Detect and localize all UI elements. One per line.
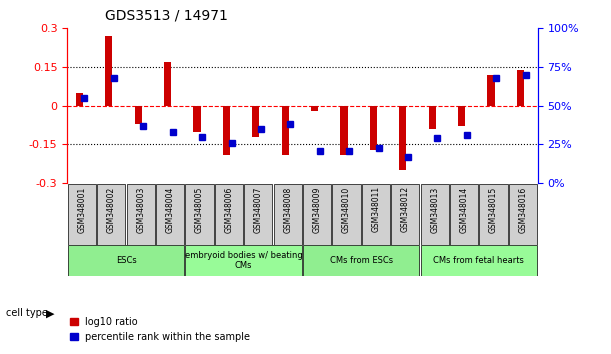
FancyBboxPatch shape	[303, 184, 331, 245]
Bar	[164, 62, 171, 106]
Text: GSM348012: GSM348012	[401, 186, 410, 233]
Bar	[311, 106, 318, 111]
FancyBboxPatch shape	[215, 184, 243, 245]
Bar	[223, 106, 230, 155]
Bar	[517, 70, 524, 106]
Text: GSM348001: GSM348001	[78, 186, 86, 233]
Text: ESCs: ESCs	[115, 256, 136, 265]
FancyBboxPatch shape	[420, 184, 449, 245]
Text: GSM348007: GSM348007	[254, 186, 263, 233]
FancyBboxPatch shape	[362, 184, 390, 245]
Bar	[76, 93, 83, 106]
Bar	[458, 106, 465, 126]
Bar	[340, 106, 348, 155]
Bar	[370, 106, 377, 150]
Text: embryoid bodies w/ beating
CMs: embryoid bodies w/ beating CMs	[185, 251, 302, 270]
FancyBboxPatch shape	[156, 184, 185, 245]
Text: GSM348009: GSM348009	[313, 186, 321, 233]
Text: GSM348011: GSM348011	[371, 186, 381, 233]
Text: GSM348013: GSM348013	[430, 186, 439, 233]
Text: ▶: ▶	[46, 308, 54, 318]
Bar	[488, 75, 494, 106]
FancyBboxPatch shape	[68, 245, 185, 276]
FancyBboxPatch shape	[126, 184, 155, 245]
FancyBboxPatch shape	[185, 245, 302, 276]
Text: GSM348006: GSM348006	[224, 186, 233, 233]
FancyBboxPatch shape	[391, 184, 420, 245]
Text: GSM348016: GSM348016	[519, 186, 527, 233]
Text: GSM348004: GSM348004	[166, 186, 175, 233]
Bar	[193, 106, 200, 132]
Text: cell type: cell type	[6, 308, 48, 318]
Bar	[428, 106, 436, 129]
Text: GSM348002: GSM348002	[107, 186, 116, 233]
FancyBboxPatch shape	[332, 184, 360, 245]
Bar	[399, 106, 406, 170]
Text: GSM348005: GSM348005	[195, 186, 204, 233]
Text: GSM348003: GSM348003	[136, 186, 145, 233]
Text: GSM348014: GSM348014	[459, 186, 469, 233]
FancyBboxPatch shape	[274, 184, 302, 245]
FancyBboxPatch shape	[185, 184, 214, 245]
FancyBboxPatch shape	[509, 184, 537, 245]
Bar	[252, 106, 259, 137]
Text: GSM348010: GSM348010	[342, 186, 351, 233]
FancyBboxPatch shape	[450, 184, 478, 245]
FancyBboxPatch shape	[244, 184, 273, 245]
FancyBboxPatch shape	[68, 184, 96, 245]
Text: GSM348008: GSM348008	[284, 186, 292, 233]
Text: CMs from ESCs: CMs from ESCs	[330, 256, 393, 265]
Text: GSM348015: GSM348015	[489, 186, 498, 233]
Text: CMs from fetal hearts: CMs from fetal hearts	[433, 256, 524, 265]
FancyBboxPatch shape	[420, 245, 537, 276]
FancyBboxPatch shape	[97, 184, 125, 245]
Bar	[282, 106, 289, 155]
Legend: log10 ratio, percentile rank within the sample: log10 ratio, percentile rank within the …	[66, 313, 254, 346]
Bar	[105, 36, 112, 106]
Bar	[134, 106, 142, 124]
FancyBboxPatch shape	[480, 184, 508, 245]
Text: GDS3513 / 14971: GDS3513 / 14971	[105, 9, 228, 23]
FancyBboxPatch shape	[303, 245, 420, 276]
